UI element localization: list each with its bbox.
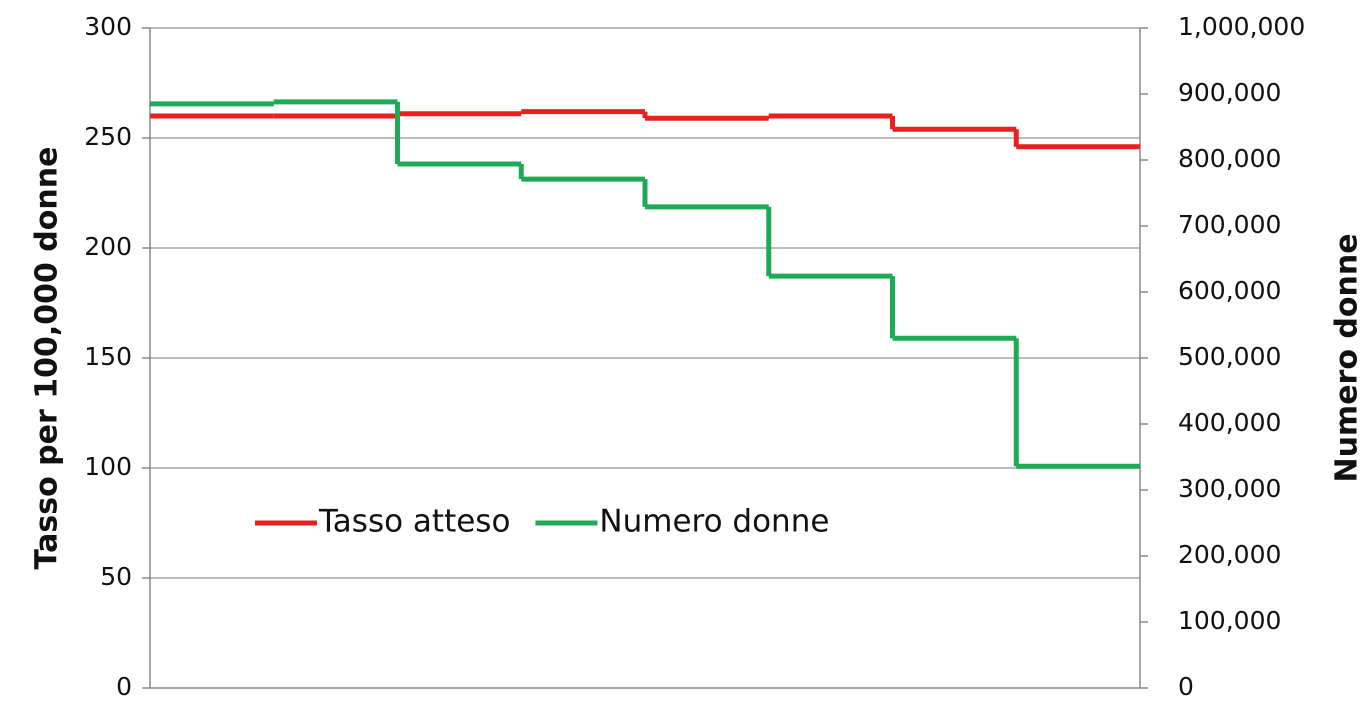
y2-tick-label: 400,000 <box>1178 408 1281 437</box>
y-tick-label: 200 <box>84 232 132 261</box>
y2-tick-label: 800,000 <box>1178 144 1281 173</box>
y2-tick-label: 700,000 <box>1178 210 1281 239</box>
y-tick-label: 100 <box>84 452 132 481</box>
y2-tick-label: 1,000,000 <box>1178 12 1305 41</box>
y2-tick-label: 0 <box>1178 672 1194 698</box>
y2-tick-label: 300,000 <box>1178 474 1281 503</box>
y2-tick-label: 600,000 <box>1178 276 1281 305</box>
y2-tick-label: 900,000 <box>1178 78 1281 107</box>
y-tick-label: 300 <box>84 12 132 41</box>
y-axis-title: Tasso per 100,000 donne <box>30 147 65 570</box>
y2-tick-label: 200,000 <box>1178 540 1281 569</box>
y2-tick-label: 100,000 <box>1178 606 1281 635</box>
y2-tick-label: 500,000 <box>1178 342 1281 371</box>
y-tick-label: 250 <box>84 122 132 151</box>
y-tick-label: 0 <box>116 672 132 698</box>
legend-label: Tasso atteso <box>318 504 510 540</box>
y2-axis-title: Numero donne <box>1330 233 1365 482</box>
legend-label: Numero donne <box>599 504 829 540</box>
y-tick-label: 50 <box>100 562 132 591</box>
y-tick-label: 150 <box>84 342 132 371</box>
